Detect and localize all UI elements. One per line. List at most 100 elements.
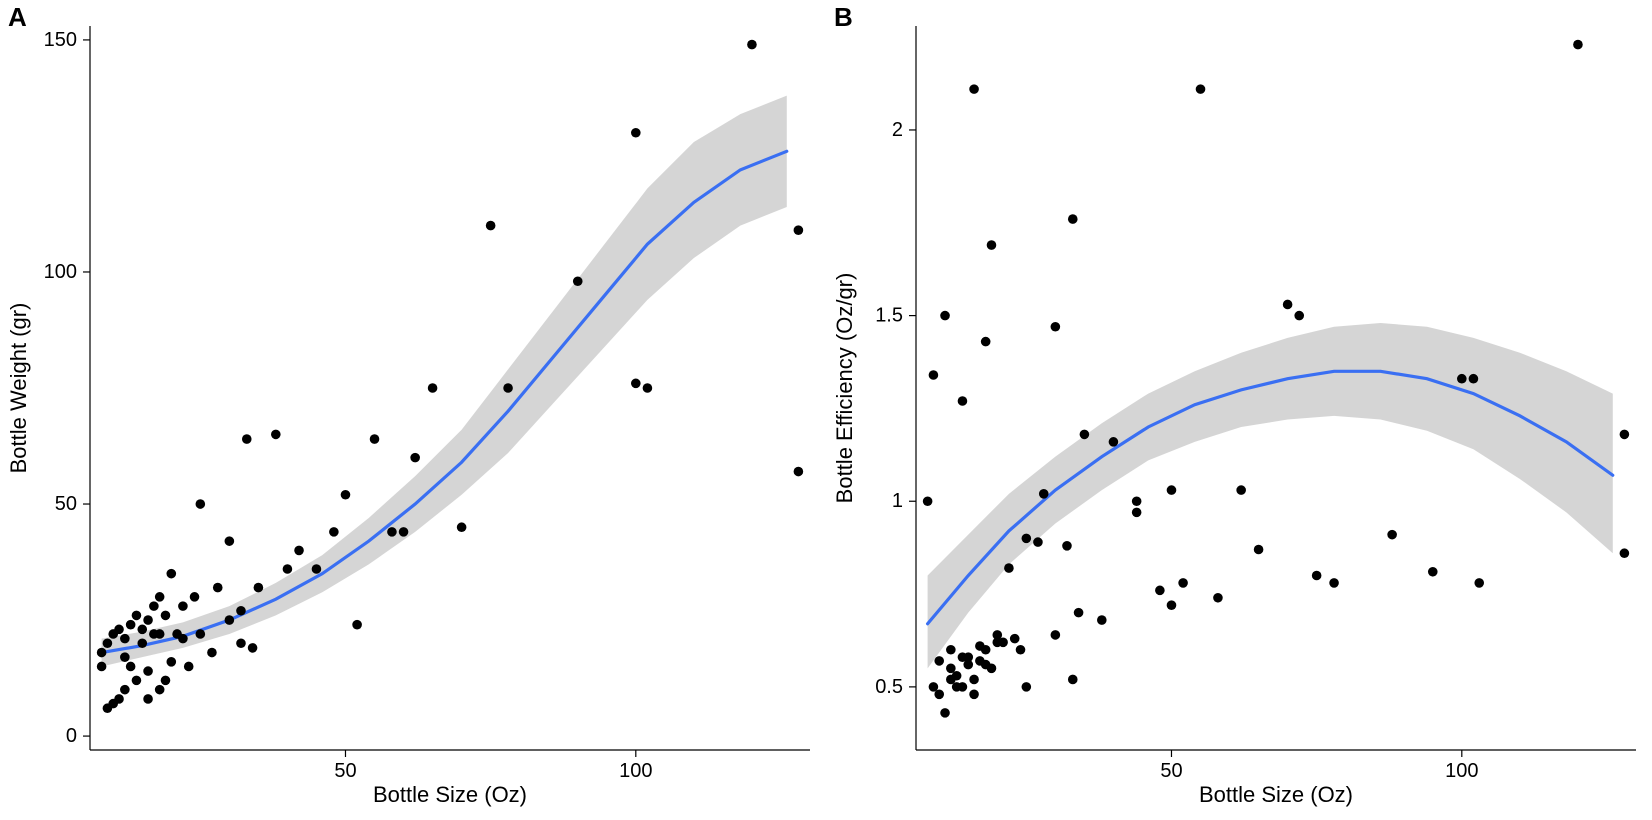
- data-point: [114, 694, 124, 704]
- y-tick-label: 1.5: [875, 305, 903, 327]
- scatter-panel-a: 50 100 0 50 100 150 Bottle Size (Oz) Bottle Wei…: [0, 0, 826, 820]
- data-point: [940, 311, 950, 321]
- confidence-ribbon: [102, 96, 787, 667]
- data-point: [987, 664, 997, 674]
- x-tick-label: 50: [1160, 760, 1182, 782]
- data-point: [1428, 567, 1438, 577]
- data-point: [132, 676, 142, 686]
- data-point: [1167, 600, 1177, 610]
- data-point: [126, 620, 136, 630]
- data-point: [1474, 578, 1484, 588]
- data-point: [969, 84, 979, 94]
- data-point: [103, 638, 113, 648]
- data-point: [1068, 214, 1078, 224]
- data-point: [958, 396, 968, 406]
- data-point: [225, 615, 235, 625]
- data-point: [178, 601, 188, 611]
- x-tick-label: 50: [334, 760, 356, 782]
- data-point: [503, 383, 513, 393]
- data-point: [1062, 541, 1072, 551]
- data-point: [97, 648, 107, 658]
- data-point: [161, 676, 171, 686]
- data-point: [97, 662, 107, 672]
- figure: 50 100 0 50 100 150 Bottle Size (Oz) Bottle Wei…: [0, 0, 1652, 820]
- data-point: [1109, 437, 1119, 447]
- y-axis-title: Bottle Weight (gr): [6, 303, 31, 474]
- data-point: [1167, 485, 1177, 495]
- data-point: [1312, 571, 1322, 581]
- data-point: [236, 638, 246, 648]
- y-axis-title: Bottle Efficiency (Oz/gr): [832, 273, 857, 504]
- data-point: [410, 453, 420, 463]
- data-point: [143, 666, 153, 676]
- x-tick-label: 100: [619, 760, 652, 782]
- data-point: [1016, 645, 1026, 655]
- data-point: [399, 527, 409, 537]
- data-point: [1097, 615, 1107, 625]
- y-tick-label: 150: [44, 29, 77, 51]
- data-point: [196, 629, 206, 639]
- data-point: [998, 638, 1008, 648]
- data-point: [1080, 430, 1090, 440]
- data-point: [155, 592, 165, 602]
- data-point: [225, 536, 235, 546]
- y-tick-label: 100: [44, 261, 77, 283]
- data-point: [242, 434, 252, 444]
- data-point: [312, 564, 322, 574]
- data-point: [184, 662, 194, 672]
- data-point: [236, 606, 246, 616]
- data-point: [143, 694, 153, 704]
- data-point: [1039, 489, 1049, 499]
- data-point: [1051, 630, 1061, 640]
- data-point: [1620, 548, 1630, 558]
- data-point: [1178, 578, 1188, 588]
- data-point: [969, 675, 979, 685]
- data-point: [329, 527, 339, 537]
- data-point: [934, 690, 944, 700]
- data-point: [161, 611, 171, 621]
- data-point: [1213, 593, 1223, 603]
- data-point: [969, 690, 979, 700]
- data-point: [155, 629, 165, 639]
- data-point: [166, 569, 176, 579]
- data-point: [132, 611, 142, 621]
- data-point: [126, 662, 136, 672]
- data-point: [352, 620, 362, 630]
- data-point: [213, 583, 223, 593]
- data-point: [190, 592, 200, 602]
- y-tick-label: 0.5: [875, 676, 903, 698]
- data-point: [1387, 530, 1397, 540]
- y-tick-label: 2: [892, 119, 903, 141]
- data-point: [207, 648, 217, 658]
- data-point: [166, 657, 176, 667]
- y-tick-label: 0: [66, 725, 77, 747]
- data-point: [1004, 563, 1014, 573]
- x-tick-label: 100: [1445, 760, 1478, 782]
- data-point: [120, 634, 130, 644]
- data-point: [923, 496, 933, 506]
- data-point: [934, 656, 944, 666]
- data-point: [486, 221, 496, 231]
- data-point: [1022, 534, 1032, 544]
- data-point: [1132, 496, 1142, 506]
- data-point: [1254, 545, 1264, 555]
- data-point: [958, 682, 968, 692]
- data-point: [1033, 537, 1043, 547]
- data-point: [1469, 374, 1479, 384]
- x-axis-title: Bottle Size (Oz): [373, 782, 527, 807]
- data-point: [457, 522, 467, 532]
- data-point: [981, 337, 991, 347]
- panel-tag: A: [8, 2, 27, 32]
- data-point: [196, 499, 206, 509]
- data-point: [643, 383, 653, 393]
- scatter-panel-b: 501000.511.52Bottle Size (Oz)Bottle Effi…: [826, 0, 1652, 820]
- data-point: [631, 128, 641, 138]
- data-point: [283, 564, 293, 574]
- data-point: [1132, 508, 1142, 518]
- data-point: [1051, 322, 1061, 332]
- data-point: [1010, 634, 1020, 644]
- data-point: [946, 645, 956, 655]
- data-point: [929, 370, 939, 380]
- data-point: [963, 652, 973, 662]
- y-tick-label: 50: [55, 493, 77, 515]
